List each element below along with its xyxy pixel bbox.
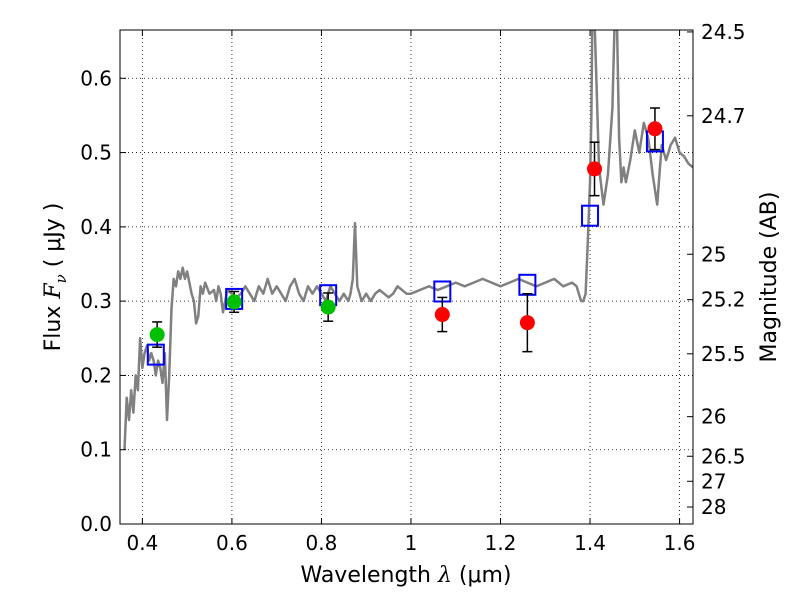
mag-tick-label: 28 <box>701 495 726 519</box>
x-tick-label: 1.4 <box>574 531 606 555</box>
data-point <box>647 121 663 137</box>
y-axis-label-symbol: F <box>41 283 66 300</box>
model-square <box>581 204 600 227</box>
marker-layer <box>146 107 664 366</box>
y-tick-label: 0.6 <box>80 66 112 90</box>
mag-tick-label: 24.5 <box>701 20 746 44</box>
x-axis-label-symbol: λ <box>437 563 452 588</box>
y-axis-label-prefix: Flux <box>41 299 66 352</box>
y-tick-label: 0.0 <box>80 512 112 536</box>
y-tick-label: 0.2 <box>80 363 112 387</box>
plot-frame <box>119 29 694 525</box>
data-point <box>434 307 450 323</box>
x-axis-label: Wavelength λ (μm) <box>300 563 511 588</box>
data-point <box>519 315 535 331</box>
mag-tick-label: 25.2 <box>701 288 746 312</box>
mag-tick-label: 25.5 <box>701 342 746 366</box>
y-axis-label: Flux Fν ( μJy ) <box>41 203 70 352</box>
x-tick-label: 0.6 <box>216 531 248 555</box>
x-tick-label: 1.2 <box>485 531 517 555</box>
data-point <box>320 299 336 315</box>
y2-axis-label: Magnitude (AB) <box>757 192 782 363</box>
mag-tick-label: 24.7 <box>701 104 746 128</box>
y-tick-label: 0.5 <box>80 141 112 165</box>
mag-tick-label: 26.5 <box>701 444 746 468</box>
data-layer <box>123 30 693 450</box>
ticks: 0.4 0.6 0.8 1 1.2 1.4 1.6 0.0 0.1 0.2 0.3 0.4 0.5 0.6… <box>80 20 746 555</box>
mag-tick-label: 25 <box>701 242 726 266</box>
mag-tick-label: 27 <box>701 469 726 493</box>
grid <box>120 30 693 525</box>
x-tick-label: 1.6 <box>664 531 696 555</box>
x-tick-label: 0.4 <box>126 531 158 555</box>
x-axis-label-units: (μm) <box>452 563 512 588</box>
mag-tick-label: 26 <box>701 405 726 429</box>
data-point <box>226 294 242 310</box>
spectrum-line <box>123 30 693 450</box>
y-tick-label: 0.3 <box>80 289 112 313</box>
y-tick-label: 0.1 <box>80 438 112 462</box>
model-square <box>146 343 165 366</box>
data-point <box>587 161 603 177</box>
x-tick-label: 0.8 <box>306 531 338 555</box>
y-tick-label: 0.4 <box>80 215 112 239</box>
y-axis-label-subscript: ν <box>52 274 70 283</box>
x-tick-label: 1 <box>405 531 418 555</box>
y-axis-label-units: ( μJy ) <box>41 203 66 275</box>
x-axis-label-prefix: Wavelength <box>300 563 438 588</box>
data-point <box>149 327 165 343</box>
